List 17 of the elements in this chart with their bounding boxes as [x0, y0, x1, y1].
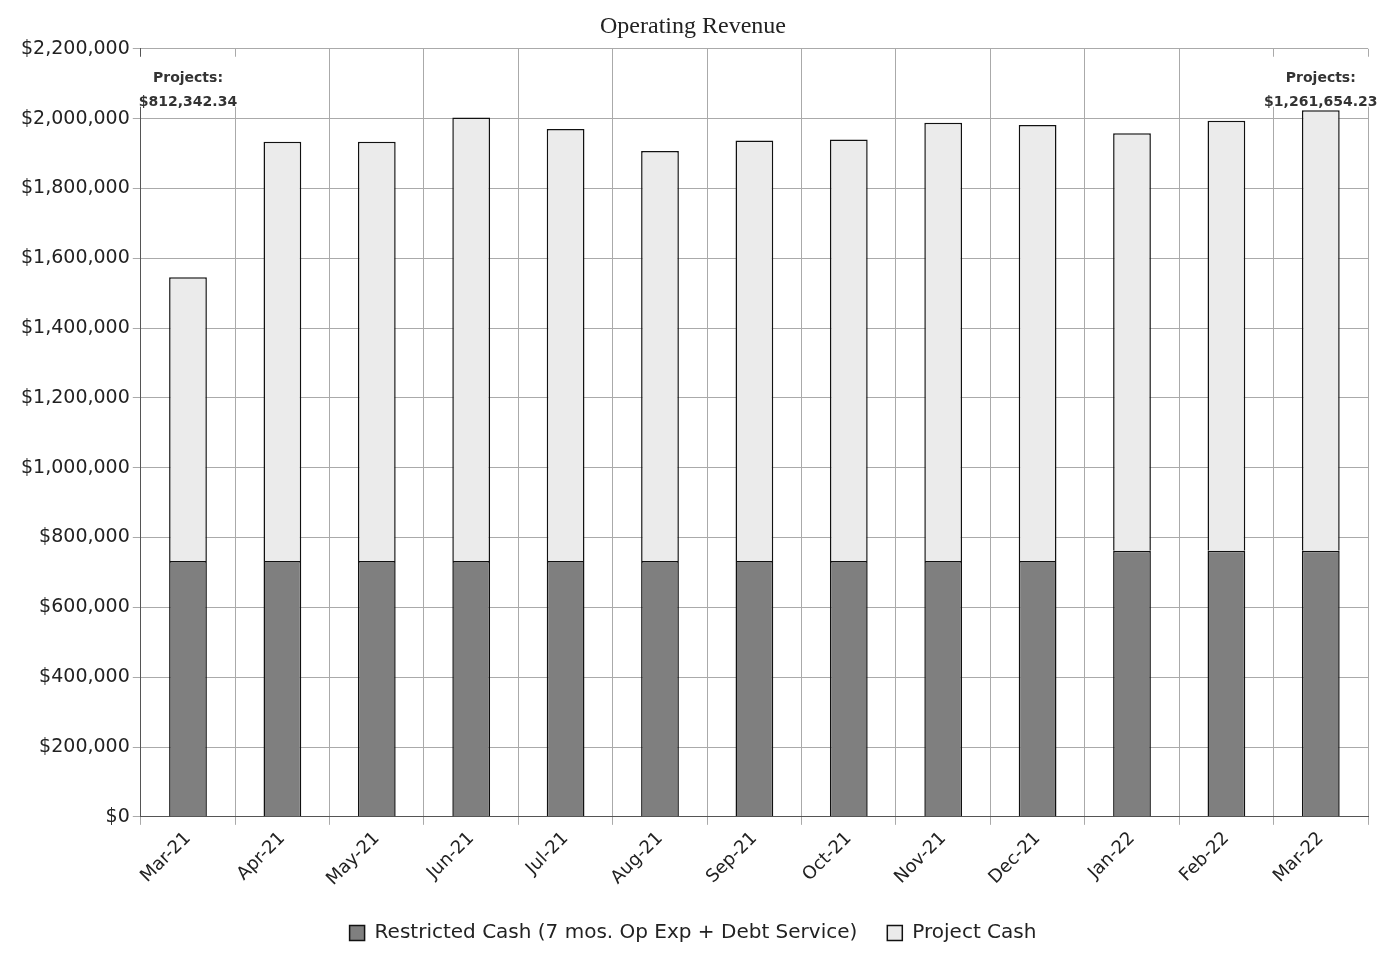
annotation: Projects: $1,261,654.23	[1264, 69, 1378, 110]
y-tick-label: $200,000	[39, 733, 130, 756]
y-tick-label: $1,600,000	[20, 245, 130, 268]
y-tick-label: $2,200,000	[20, 35, 130, 58]
y-tick-label: $400,000	[39, 664, 130, 687]
y-tick-label: $1,200,000	[20, 384, 130, 407]
chart-title: Operating Revenue	[600, 11, 786, 38]
y-tick-label: $2,000,000	[20, 105, 130, 128]
y-tick-label: $800,000	[39, 524, 130, 547]
y-tick-label: $1,000,000	[20, 454, 130, 477]
y-tick-label: $1,800,000	[20, 175, 130, 198]
y-tick-label: $0	[105, 803, 130, 826]
legend-label: Project Cash	[912, 919, 1037, 944]
legend-label: Restricted Cash (7 mos. Op Exp + Debt Service)	[374, 919, 858, 944]
y-tick-label: $1,400,000	[20, 315, 130, 338]
annotation: Projects: $812,342.34	[138, 69, 238, 110]
y-tick-label: $600,000	[39, 594, 130, 617]
